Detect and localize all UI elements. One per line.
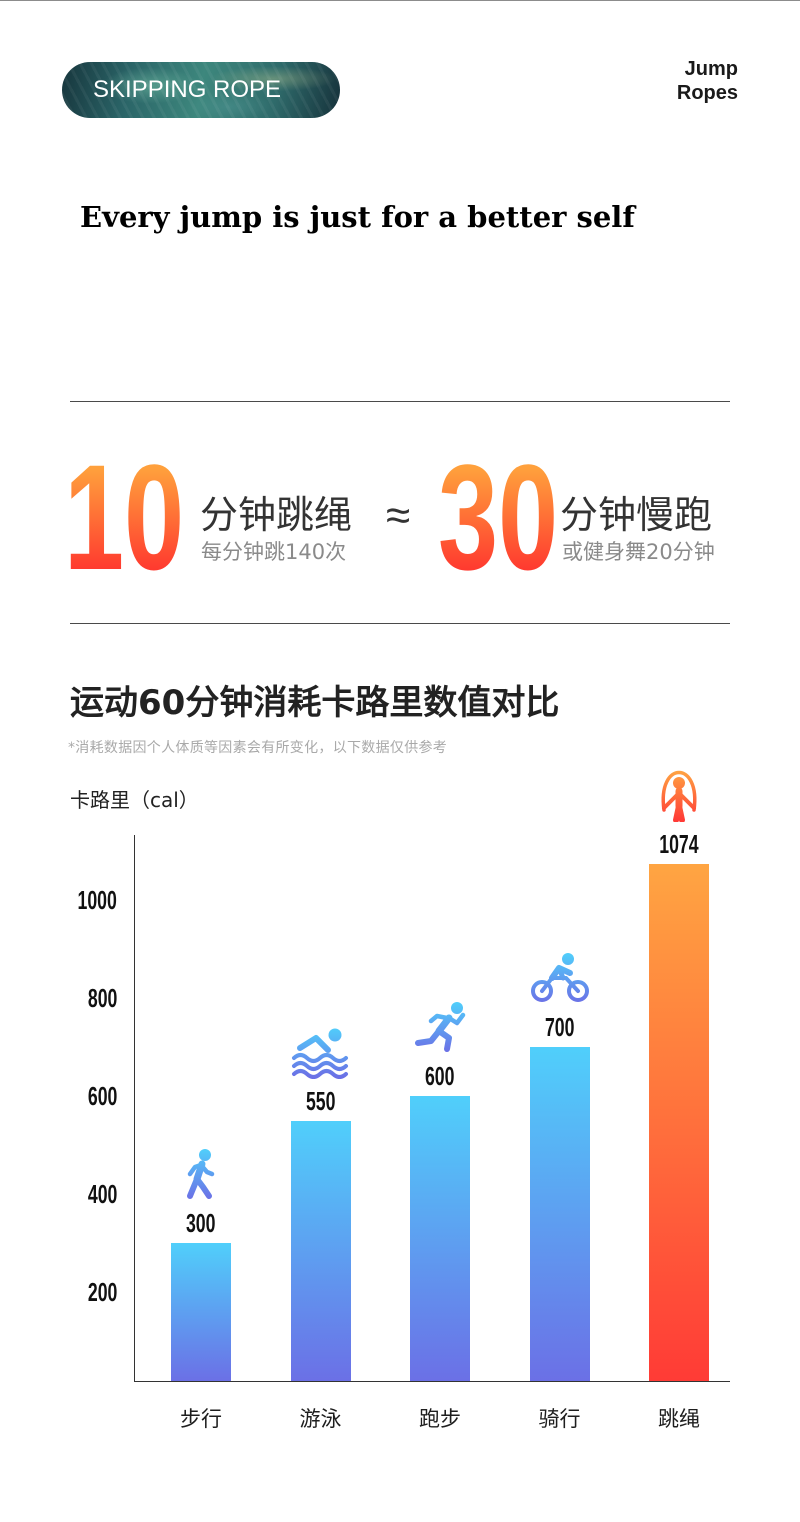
cycling-icon xyxy=(530,951,590,1005)
category-label-cycling: 骑行 xyxy=(538,1407,581,1431)
bar-cycling xyxy=(529,1047,590,1381)
y-tick-label: 400 xyxy=(40,1181,117,1207)
y-tick-text: 1000 xyxy=(77,885,117,915)
divider-top xyxy=(70,401,730,402)
y-axis xyxy=(134,835,135,1381)
value-label-cycling: 700 xyxy=(510,1014,610,1040)
walking-icon xyxy=(171,1147,231,1201)
approx-sign: ≈ xyxy=(386,491,411,540)
bar-jump-rope xyxy=(649,863,709,1381)
jump-duration-label: 分钟跳绳 xyxy=(200,493,353,537)
skipping-rope-badge: SKIPPING ROPE xyxy=(62,62,340,118)
dance-alternative-label: 或健身舞20分钟 xyxy=(562,540,715,564)
value-text: 700 xyxy=(544,1012,575,1042)
y-tick-label: 800 xyxy=(40,985,117,1011)
brand-line-2: Ropes xyxy=(676,82,738,104)
jog-minutes-number: 30 xyxy=(438,433,559,601)
value-text: 1074 xyxy=(659,828,699,859)
y-tick-text: 600 xyxy=(87,1081,117,1111)
value-label-swimming: 550 xyxy=(271,1088,371,1114)
value-label-running: 600 xyxy=(390,1063,490,1089)
bar-running xyxy=(410,1096,470,1381)
category-label-walking: 步行 xyxy=(180,1407,222,1431)
jump-rope-icon xyxy=(649,768,709,822)
brand-name: Jump Ropes xyxy=(677,57,738,105)
y-tick-text: 800 xyxy=(87,983,117,1013)
value-label-walking: 300 xyxy=(151,1210,251,1236)
y-tick-label: 1000 xyxy=(40,887,117,913)
x-axis xyxy=(134,1381,730,1382)
value-text: 300 xyxy=(186,1208,216,1238)
jog-duration-label: 分钟慢跑 xyxy=(560,493,713,537)
jump-minutes-number: 10 xyxy=(64,433,185,601)
value-text: 550 xyxy=(305,1085,336,1116)
category-label-jump-rope: 跳绳 xyxy=(658,1407,700,1431)
y-tick-label: 200 xyxy=(40,1279,117,1305)
jump-rate-label: 每分钟跳140次 xyxy=(201,540,347,564)
y-axis-label: 卡路里（cal） xyxy=(70,788,199,812)
slogan: Every jump is just for a better self xyxy=(80,200,635,234)
y-tick-text: 400 xyxy=(87,1179,117,1209)
running-icon xyxy=(410,1000,470,1054)
y-tick-text: 200 xyxy=(87,1277,117,1307)
value-text: 600 xyxy=(425,1061,455,1091)
calorie-chart: 200 400 600 800 1000 300 步行 550 游泳 600 跑步 700 骑行 1074… xyxy=(0,770,800,1450)
chart-title: 运动60分钟消耗卡路里数值对比 xyxy=(70,683,560,723)
brand-line-1: Jump xyxy=(684,58,738,80)
badge-label: SKIPPING ROPE xyxy=(93,76,282,103)
value-label-jump-rope: 1074 xyxy=(629,831,729,857)
bar-walking xyxy=(171,1243,231,1381)
swimming-icon xyxy=(291,1025,351,1079)
bar-swimming xyxy=(290,1120,351,1381)
category-label-running: 跑步 xyxy=(419,1407,461,1431)
chart-note: *消耗数据因个人体质等因素会有所变化，以下数据仅供参考 xyxy=(68,740,448,756)
category-label-swimming: 游泳 xyxy=(299,1407,342,1431)
top-border xyxy=(0,0,800,1)
y-tick-label: 600 xyxy=(40,1083,117,1109)
divider-bottom xyxy=(70,623,730,624)
